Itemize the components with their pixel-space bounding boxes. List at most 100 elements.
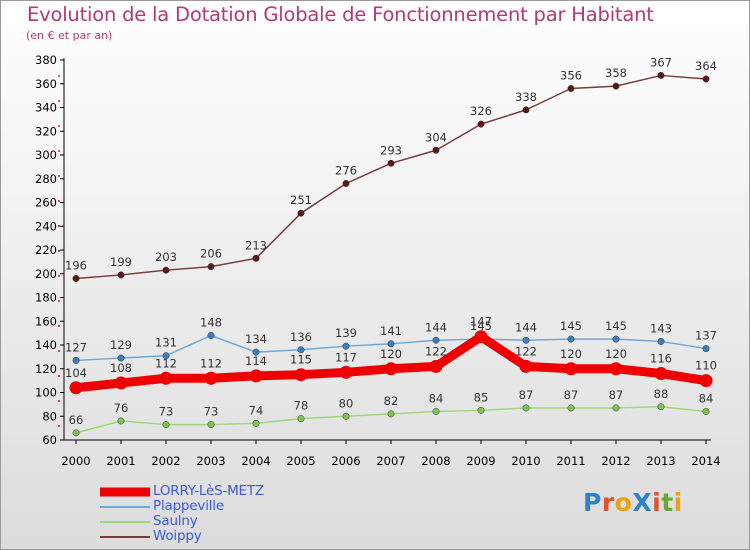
y-tick-label: 200 bbox=[35, 267, 57, 281]
legend-label-plappeville: Plappeville bbox=[153, 498, 224, 514]
x-tick-label: 2010 bbox=[511, 454, 540, 468]
data-point bbox=[72, 275, 80, 282]
y-tick-label: 260 bbox=[35, 196, 57, 210]
y-tick-label: 60 bbox=[42, 433, 57, 447]
data-label: 84 bbox=[429, 392, 444, 406]
data-point bbox=[519, 359, 533, 373]
data-point bbox=[657, 71, 665, 79]
data-label: 304 bbox=[425, 130, 447, 144]
data-label: 88 bbox=[654, 387, 669, 401]
data-point bbox=[567, 404, 575, 412]
data-label: 145 bbox=[605, 319, 627, 333]
data-label: 144 bbox=[515, 320, 537, 334]
data-label: 143 bbox=[650, 321, 672, 335]
logo-letter: i bbox=[652, 488, 662, 517]
data-label: 141 bbox=[380, 324, 402, 338]
data-point bbox=[252, 348, 260, 356]
y-tick-label: 320 bbox=[35, 124, 57, 138]
data-point bbox=[474, 330, 488, 344]
data-point bbox=[294, 368, 308, 382]
data-point bbox=[522, 106, 530, 114]
data-point bbox=[162, 266, 170, 274]
data-point bbox=[342, 180, 350, 187]
data-point bbox=[612, 82, 620, 90]
data-point bbox=[612, 404, 620, 412]
proxiti-logo: ProXiti bbox=[583, 488, 683, 517]
data-point bbox=[612, 335, 620, 343]
data-label: 358 bbox=[605, 66, 627, 80]
data-point bbox=[387, 340, 395, 348]
data-label: 115 bbox=[290, 353, 312, 367]
logo-letter: P bbox=[583, 488, 602, 517]
x-tick-label: 2007 bbox=[376, 454, 405, 468]
data-point bbox=[117, 417, 125, 425]
data-label: 206 bbox=[200, 247, 222, 261]
data-label: 73 bbox=[159, 405, 174, 419]
series-lorry-l-s-metz: 104 108 112 112 114 115 117 120 122 147 122 120 120 1… bbox=[65, 315, 717, 395]
data-point bbox=[207, 332, 215, 339]
data-point bbox=[117, 271, 125, 279]
data-point bbox=[567, 85, 575, 92]
data-label: 82 bbox=[384, 394, 399, 408]
data-label: 74 bbox=[249, 403, 264, 417]
data-label: 114 bbox=[245, 354, 267, 368]
data-label: 85 bbox=[474, 390, 489, 404]
data-label: 148 bbox=[200, 316, 222, 330]
data-point bbox=[654, 367, 668, 380]
logo-letter: i bbox=[673, 488, 683, 517]
data-label: 122 bbox=[515, 344, 537, 358]
data-label: 76 bbox=[114, 401, 129, 415]
data-point bbox=[297, 415, 305, 423]
data-point bbox=[204, 371, 218, 385]
data-point bbox=[162, 421, 170, 429]
data-point bbox=[429, 359, 443, 373]
y-tick-label: 160 bbox=[35, 314, 57, 328]
data-label: 145 bbox=[560, 319, 582, 333]
data-point bbox=[477, 406, 485, 414]
data-point bbox=[207, 421, 215, 429]
x-tick-label: 2009 bbox=[466, 454, 495, 468]
data-label: 367 bbox=[650, 55, 672, 69]
y-tick-label: 220 bbox=[35, 243, 57, 257]
legend-swatch-lorry bbox=[100, 487, 150, 496]
x-tick-label: 2005 bbox=[286, 454, 315, 468]
data-point bbox=[387, 410, 395, 418]
data-label: 80 bbox=[339, 396, 354, 410]
data-label: 112 bbox=[200, 356, 222, 370]
data-point bbox=[564, 362, 578, 376]
data-label: 112 bbox=[155, 356, 177, 370]
y-tick-label: 280 bbox=[35, 172, 57, 186]
data-label: 199 bbox=[110, 255, 132, 269]
data-label: 87 bbox=[609, 388, 624, 402]
legend-label-saulny: Saulny bbox=[153, 513, 198, 529]
data-label: 110 bbox=[695, 359, 717, 373]
y-tick-label: 120 bbox=[35, 362, 57, 376]
data-point bbox=[609, 362, 623, 376]
x-tick-label: 2004 bbox=[241, 454, 270, 468]
data-label: 139 bbox=[335, 326, 357, 340]
data-label: 120 bbox=[380, 347, 402, 361]
data-point bbox=[699, 374, 713, 388]
chart-title: Evolution de la Dotation Globale de Fonc… bbox=[27, 3, 654, 26]
data-label: 134 bbox=[245, 332, 267, 346]
data-label: 116 bbox=[650, 352, 672, 366]
data-label: 66 bbox=[69, 413, 84, 427]
data-label: 122 bbox=[425, 344, 447, 358]
x-tick-label: 2003 bbox=[196, 454, 225, 468]
data-label: 145 bbox=[470, 319, 492, 333]
x-tick-label: 2001 bbox=[106, 454, 135, 468]
data-point bbox=[387, 159, 395, 167]
data-label: 87 bbox=[519, 388, 534, 402]
data-label: 127 bbox=[65, 340, 87, 354]
legend-swatch-saulny bbox=[100, 520, 150, 523]
data-point bbox=[72, 356, 80, 364]
data-point bbox=[249, 369, 263, 383]
data-label: 136 bbox=[290, 330, 312, 344]
data-label: 84 bbox=[699, 392, 714, 406]
data-point bbox=[567, 335, 575, 343]
y-tick-label: 180 bbox=[35, 291, 57, 305]
data-point bbox=[342, 412, 350, 420]
data-point bbox=[114, 376, 128, 390]
legend-swatch-woippy bbox=[100, 535, 150, 538]
